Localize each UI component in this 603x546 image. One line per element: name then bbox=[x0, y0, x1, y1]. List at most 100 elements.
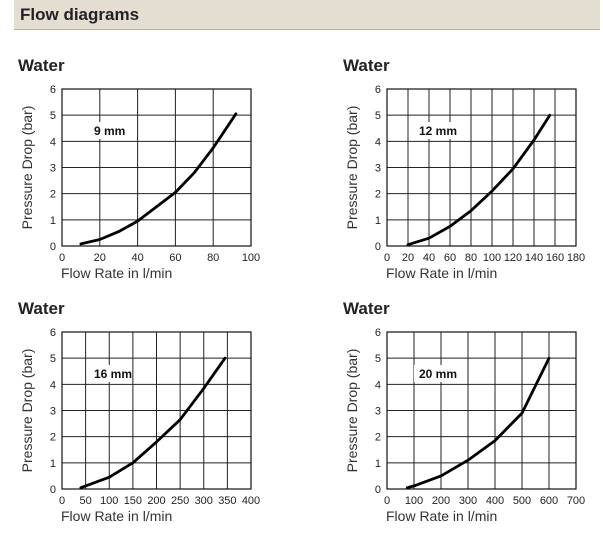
x-tick-label: 20 bbox=[402, 252, 414, 264]
y-tick-label: 2 bbox=[50, 189, 56, 201]
x-tick-label: 300 bbox=[195, 495, 213, 507]
chart-svg-16mm: 0 50 100 150 200 250 300 350 400 0 1 2 3 4 5 6 Flow Rate… bbox=[19, 327, 260, 524]
y-axis-label: Pressure Drop (bar) bbox=[19, 349, 35, 473]
y-tick-label: 3 bbox=[375, 163, 381, 175]
x-tick-label: 180 bbox=[567, 252, 585, 264]
data-point bbox=[174, 191, 177, 194]
data-point bbox=[136, 219, 139, 223]
data-point bbox=[79, 242, 83, 246]
chart-svg-20mm: 0 100 200 300 400 500 600 700 0 1 2 3 4 5 6 Flow Rate i… bbox=[344, 327, 585, 524]
y-tick-label: 1 bbox=[375, 458, 381, 470]
data-point bbox=[406, 486, 409, 489]
x-tick-label: 140 bbox=[525, 252, 543, 264]
y-tick-label: 1 bbox=[50, 215, 56, 227]
data-point bbox=[490, 189, 494, 193]
y-tick-label: 4 bbox=[50, 379, 56, 391]
x-tick-label: 200 bbox=[147, 495, 165, 507]
plot-frame bbox=[61, 88, 252, 247]
x-tick-label: 160 bbox=[546, 252, 564, 264]
y-tick-label: 3 bbox=[50, 163, 56, 175]
x-axis-label: Flow Rate in l/min bbox=[61, 265, 172, 281]
x-axis-label: Flow Rate in l/min bbox=[386, 265, 497, 281]
x-axis-label: Flow Rate in l/min bbox=[61, 508, 172, 524]
y-tick-label: 5 bbox=[50, 353, 56, 365]
pipe-size-label: 12 mm bbox=[419, 124, 457, 138]
data-point bbox=[532, 138, 536, 142]
plot-frame bbox=[61, 331, 252, 490]
data-point bbox=[493, 439, 497, 442]
x-tick-label: 700 bbox=[567, 495, 585, 507]
data-point bbox=[117, 230, 120, 233]
y-axis-label: Pressure Drop (bar) bbox=[344, 106, 360, 230]
pipe-size-label: 16 mm bbox=[94, 367, 132, 381]
section-header: Flow diagrams bbox=[14, 0, 600, 29]
chart-svg-9mm: 0 20 40 60 80 100 0 1 2 3 4 5 6 Flow Rate in l/min Pre… bbox=[19, 84, 260, 281]
y-tick-label: 4 bbox=[50, 136, 56, 148]
chart-svg-12mm: 0 20 40 60 80 100 120 140 160 180 0 1 2 3 4 5 6 Flow Rate… bbox=[344, 84, 585, 281]
data-point bbox=[427, 236, 431, 240]
x-tick-label: 400 bbox=[242, 495, 260, 507]
data-point bbox=[520, 411, 524, 415]
x-tick-label: 20 bbox=[94, 252, 106, 264]
data-point bbox=[79, 486, 83, 489]
x-tick-label: 100 bbox=[242, 252, 260, 264]
pipe-size-label: 20 mm bbox=[419, 367, 457, 381]
x-tick-label: 100 bbox=[405, 495, 423, 507]
annotation-bg bbox=[414, 365, 454, 382]
y-tick-label: 2 bbox=[375, 189, 381, 201]
data-point bbox=[202, 387, 205, 390]
x-tick-label: 50 bbox=[80, 495, 92, 507]
data-point bbox=[155, 440, 158, 444]
plot-frame bbox=[386, 88, 577, 247]
x-tick-label: 150 bbox=[124, 495, 142, 507]
x-tick-label: 60 bbox=[169, 252, 181, 264]
data-point bbox=[193, 171, 196, 174]
y-tick-label: 5 bbox=[50, 110, 56, 122]
x-tick-label: 300 bbox=[459, 495, 477, 507]
y-tick-label: 6 bbox=[50, 84, 56, 96]
chart-title: Water bbox=[343, 56, 390, 75]
y-axis-label: Pressure Drop (bar) bbox=[19, 106, 35, 230]
x-tick-label: 40 bbox=[131, 252, 143, 264]
data-point bbox=[234, 112, 238, 116]
x-axis-label: Flow Rate in l/min bbox=[386, 508, 497, 524]
y-tick-label: 3 bbox=[50, 406, 56, 418]
x-tick-label: 200 bbox=[432, 495, 450, 507]
y-tick-label: 6 bbox=[50, 327, 56, 339]
y-tick-label: 4 bbox=[375, 379, 381, 391]
data-point bbox=[511, 167, 515, 171]
x-tick-label: 500 bbox=[513, 495, 531, 507]
data-point bbox=[448, 225, 452, 228]
y-tick-label: 5 bbox=[375, 110, 381, 122]
x-tick-label: 60 bbox=[444, 252, 456, 264]
x-tick-label: 0 bbox=[59, 495, 65, 507]
data-point bbox=[406, 243, 410, 246]
y-tick-label: 0 bbox=[50, 241, 56, 253]
annotation-bg bbox=[414, 122, 454, 139]
chart-title: Water bbox=[18, 56, 65, 75]
x-tick-label: 80 bbox=[465, 252, 477, 264]
data-point bbox=[466, 459, 470, 462]
y-tick-label: 5 bbox=[375, 353, 381, 365]
x-tick-label: 0 bbox=[384, 252, 390, 264]
y-tick-label: 2 bbox=[375, 432, 381, 444]
y-tick-label: 1 bbox=[50, 458, 56, 470]
x-tick-label: 0 bbox=[384, 495, 390, 507]
x-tick-label: 40 bbox=[423, 252, 435, 264]
pressure-drop-curve bbox=[406, 113, 552, 247]
x-tick-label: 100 bbox=[100, 495, 118, 507]
y-tick-label: 0 bbox=[375, 484, 381, 496]
data-point bbox=[155, 205, 158, 208]
annotation-bg bbox=[89, 122, 129, 139]
y-tick-label: 3 bbox=[375, 406, 381, 418]
data-point bbox=[469, 209, 473, 212]
data-point bbox=[212, 146, 215, 150]
data-point bbox=[223, 356, 227, 360]
data-point bbox=[439, 474, 443, 478]
data-point bbox=[548, 113, 551, 117]
data-point bbox=[178, 418, 182, 421]
x-tick-label: 0 bbox=[59, 252, 65, 264]
y-tick-label: 4 bbox=[375, 136, 381, 148]
y-tick-label: 6 bbox=[375, 84, 381, 96]
y-tick-label: 6 bbox=[375, 327, 381, 339]
